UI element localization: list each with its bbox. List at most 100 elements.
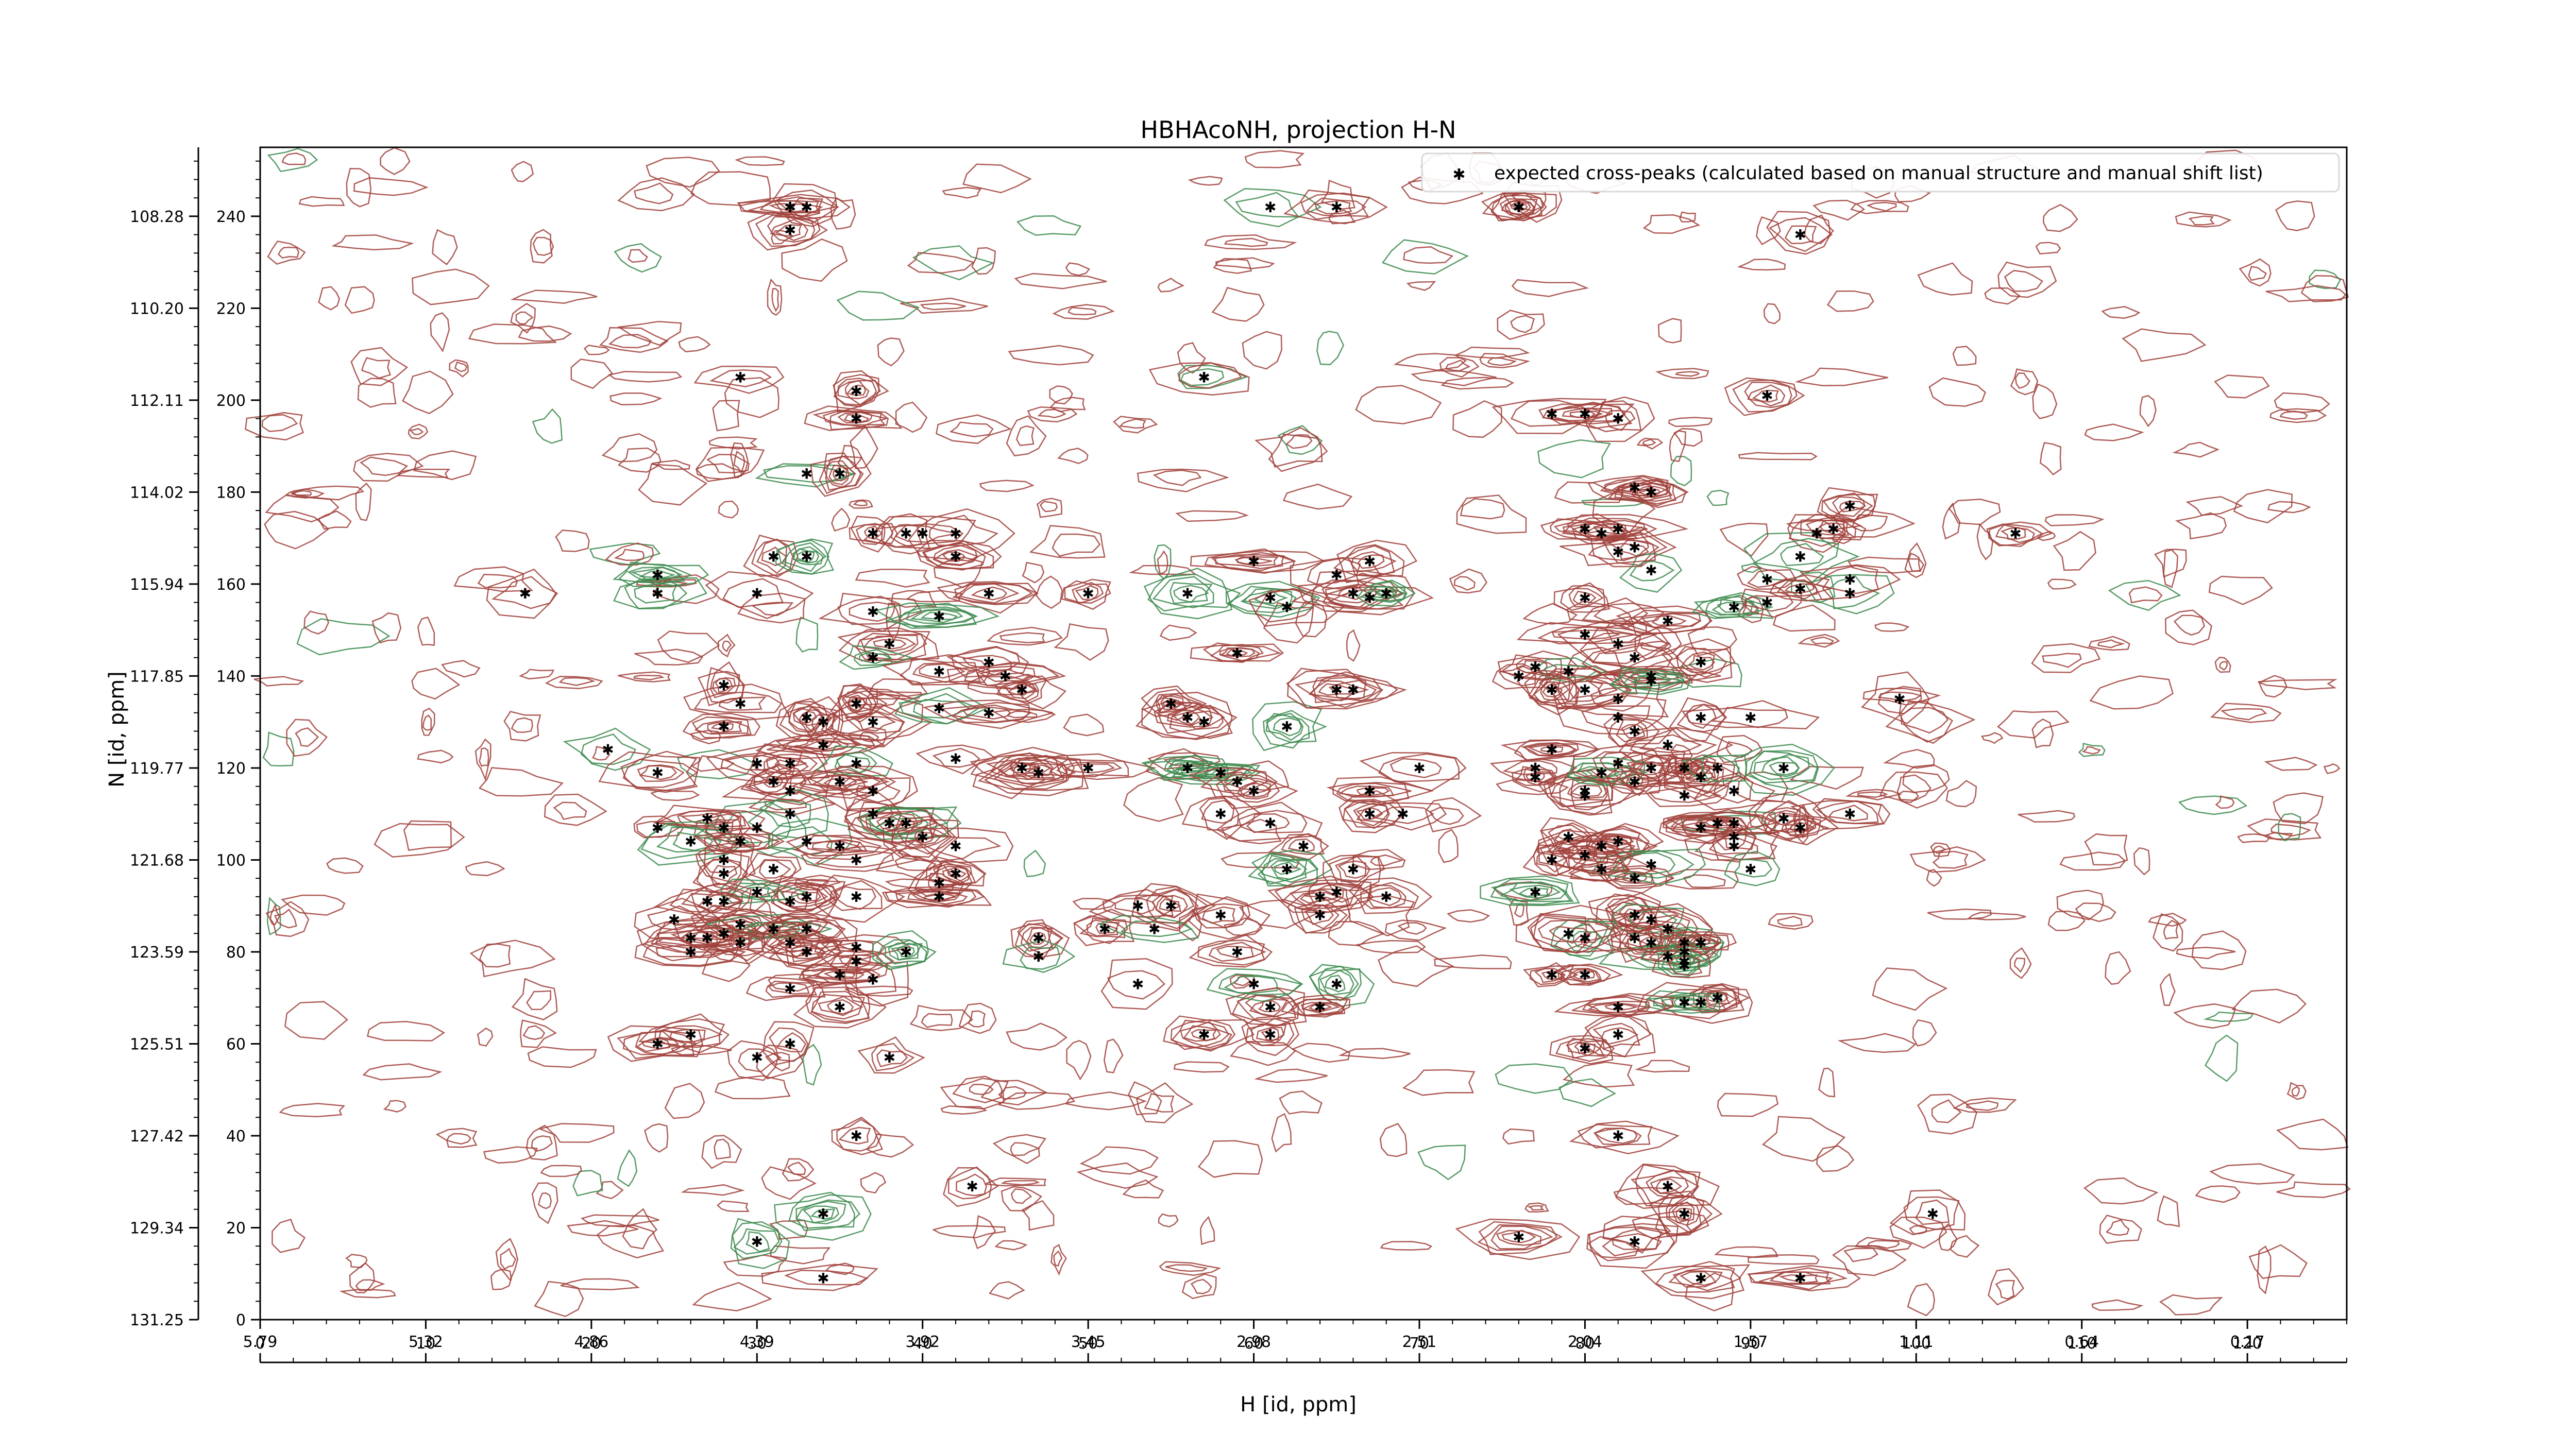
contour-line <box>1308 675 1398 702</box>
cross-peak-marker: ✱ <box>983 654 995 671</box>
contour-line <box>2274 392 2330 413</box>
contour-line <box>1180 1021 1233 1049</box>
cross-peak-marker: ✱ <box>983 585 995 602</box>
contour-line <box>1170 582 1213 604</box>
contour-line <box>691 918 759 948</box>
contour-line <box>2203 1011 2255 1022</box>
x-tick-label: 120 <box>2233 1335 2262 1353</box>
contour-line <box>1455 1218 1581 1260</box>
contour-line <box>1509 884 1561 899</box>
contour-line <box>1780 543 1824 567</box>
contour-line <box>2163 549 2178 588</box>
contour-line <box>768 974 831 992</box>
contour-line <box>1384 919 1447 941</box>
contour-line <box>706 667 745 704</box>
cross-peak-marker: ✱ <box>1844 498 1856 515</box>
contour-line <box>267 241 306 265</box>
contour-line <box>245 412 304 441</box>
contour-line <box>2001 526 2026 540</box>
contour-line <box>1562 517 1658 538</box>
contour-line <box>2039 441 2062 475</box>
contour-line <box>511 161 534 182</box>
contour-line <box>1141 685 1207 721</box>
contour-line <box>999 632 1045 643</box>
contour-line <box>1512 765 1556 793</box>
contour-line <box>909 1004 973 1031</box>
cross-peak-marker: ✱ <box>1264 1027 1276 1044</box>
legend-marker: ✱ <box>1452 166 1465 184</box>
contour-line <box>1379 1123 1408 1157</box>
contour-line <box>701 950 751 982</box>
contour-line <box>1245 1017 1295 1047</box>
contour-line <box>355 482 372 521</box>
contour-line <box>2010 368 2039 396</box>
contour-line <box>1206 968 1303 1002</box>
contour-line <box>1899 701 1954 743</box>
contour-line <box>979 480 1035 492</box>
contour-line <box>844 690 922 699</box>
contour-line <box>1832 505 1916 538</box>
contour-line <box>1202 906 1235 924</box>
contour-line <box>1509 898 1529 926</box>
cross-peak-marker: ✱ <box>1645 668 1657 685</box>
contour-line <box>1050 1244 1067 1276</box>
cross-peak-marker: ✱ <box>900 815 912 832</box>
contour-line <box>1065 1091 1147 1111</box>
cross-peak-marker: ✱ <box>685 1027 697 1044</box>
x-tick-label: 80 <box>1575 1335 1595 1353</box>
contour-line <box>765 1052 790 1072</box>
contour-line <box>1670 455 1692 487</box>
x-tick-label: 110 <box>2067 1335 2096 1353</box>
cross-peak-marker: ✱ <box>933 889 945 906</box>
contour-line <box>1642 214 1701 234</box>
contour-line <box>946 663 1066 690</box>
contour-line <box>518 669 555 680</box>
contour-line <box>863 516 976 549</box>
contour-line <box>1492 663 1551 690</box>
contour-line <box>262 731 295 767</box>
contour-line <box>2148 912 2187 927</box>
cross-peak-marker: ✱ <box>784 934 796 951</box>
contour-line <box>636 917 747 958</box>
contour-line <box>1673 428 1703 447</box>
contour-line <box>617 177 696 212</box>
contour-line <box>1522 965 1574 987</box>
contour-line <box>1289 997 1344 1016</box>
contour-line <box>897 827 1014 863</box>
contour-line <box>2078 742 2106 757</box>
contour-line <box>968 1010 986 1028</box>
cross-peak-marker: ✱ <box>1546 681 1557 698</box>
cross-peak-marker: ✱ <box>884 815 895 832</box>
contour-line <box>715 677 733 693</box>
contour-line <box>1540 745 1564 754</box>
cross-peak-marker: ✱ <box>1612 755 1624 772</box>
contour-line <box>350 347 409 386</box>
contour-line <box>1799 564 1901 601</box>
contour-line <box>1879 771 1948 809</box>
cross-peak-marker: ✱ <box>1679 788 1690 805</box>
contour-line <box>1029 525 1106 559</box>
contour-line <box>1200 768 1268 795</box>
cross-peak-marker: ✱ <box>1579 590 1591 607</box>
cross-peak-marker: ✱ <box>817 1270 829 1287</box>
contour-line <box>1265 712 1304 741</box>
contour-line <box>853 500 868 506</box>
cross-peak-marker: ✱ <box>1314 907 1326 924</box>
contour-line <box>318 510 352 530</box>
contour-line <box>531 1135 553 1152</box>
contour-line <box>1639 934 1665 950</box>
cross-peak-marker: ✱ <box>768 548 779 565</box>
contour-line <box>1562 407 1613 419</box>
contour-line <box>1798 634 1840 648</box>
contour-line <box>515 311 534 325</box>
contour-line <box>841 691 872 715</box>
cross-peak-marker: ✱ <box>1794 820 1806 837</box>
cross-peak-marker: ✱ <box>850 411 862 428</box>
contour-line <box>1605 409 1636 431</box>
contour-line <box>1555 695 1667 735</box>
contour-line <box>1360 882 1419 910</box>
y-tick-label: 60 <box>226 1035 246 1053</box>
ppm-y-tick-label: 129.34 <box>130 1219 184 1237</box>
contour-line <box>261 414 298 432</box>
cross-peak-marker: ✱ <box>1728 783 1740 800</box>
